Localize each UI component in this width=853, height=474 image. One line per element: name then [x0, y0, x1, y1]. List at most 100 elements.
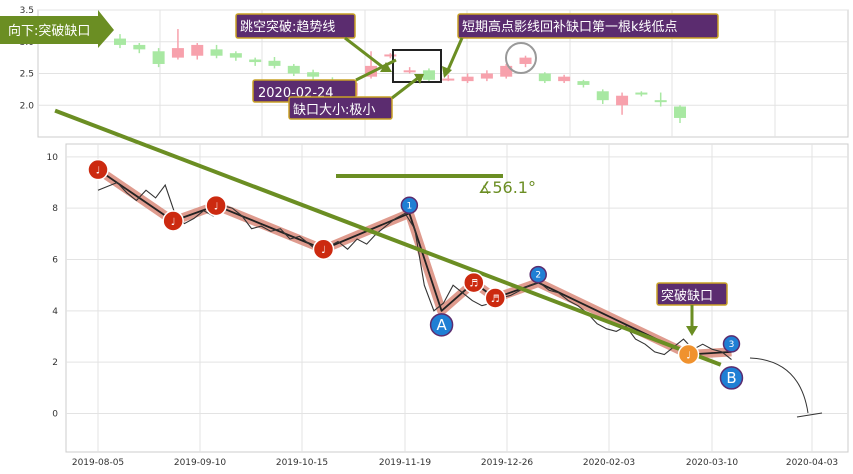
candle-body	[384, 54, 397, 57]
note-symbol: ♩	[171, 217, 176, 228]
candle-body	[287, 65, 300, 74]
bottom-x-tick: 2019-09-10	[174, 458, 227, 468]
bottom-x-tick: 2019-10-15	[276, 458, 328, 468]
bottom-y-tick: 0	[52, 410, 58, 420]
short-high-pointer	[446, 37, 464, 71]
short-high-text: 短期高点影线回补缺口第一根k线低点	[462, 19, 678, 35]
jump-break-arrowhead	[380, 62, 392, 72]
bottom-x-tick: 2020-02-03	[583, 458, 635, 468]
wave-core	[97, 168, 732, 356]
gap-size-arrowhead	[414, 74, 424, 84]
bottom-y-tick: 8	[52, 204, 58, 214]
wave-marker	[722, 335, 741, 353]
projection-arc	[749, 357, 809, 414]
break-gap-text: 突破缺口	[661, 288, 713, 304]
note-symbol: ♬	[491, 294, 500, 305]
short-high-arrowhead	[442, 66, 452, 78]
wave-marker	[719, 366, 744, 390]
note-symbol: ♩	[321, 245, 326, 256]
projection-end	[796, 412, 823, 418]
gap-direction-text: 向下:突破缺口	[8, 23, 90, 39]
candle-body	[577, 81, 590, 85]
candle-body	[480, 73, 493, 79]
bottom-x-tick: 2019-12-26	[481, 458, 534, 468]
jump-break-pointer	[344, 36, 385, 70]
candle-body	[461, 76, 474, 82]
wave-markers: ♩ ♩ ♩ ♩ ♬ ♬ ♩ 1 2 3 A B	[87, 158, 744, 390]
bottom-y-axis: 10 8 6 4 2 0	[47, 153, 59, 420]
break-gap-callout: 突破缺口	[656, 282, 728, 306]
candle-body	[133, 44, 146, 50]
bottom-x-tick: 2020-03-10	[686, 458, 739, 468]
note-symbol: ♩	[214, 202, 219, 213]
candle-body	[538, 73, 551, 82]
bottom-y-tick: 6	[52, 256, 58, 266]
jump-break-callout: 跳空突破:趋势线	[235, 13, 356, 39]
wave-label: 1	[407, 201, 413, 211]
candle-body	[654, 100, 667, 103]
bottom-y-tick: 10	[47, 153, 59, 163]
wave-marker	[400, 196, 419, 215]
gap-circle	[505, 42, 537, 74]
note-symbol: ♬	[469, 279, 478, 290]
candle-body	[616, 95, 629, 106]
bottom-x-tick: 2019-08-05	[72, 458, 124, 468]
candle-body	[229, 53, 242, 58]
candle-body	[307, 72, 320, 77]
top-y-tick: 2.0	[20, 101, 35, 111]
note-marker	[677, 343, 700, 366]
gap-date-pointer	[355, 58, 397, 82]
candle-body	[422, 70, 435, 80]
candle-body	[442, 78, 455, 81]
candle-body	[596, 91, 609, 101]
candle-body	[171, 48, 184, 58]
gap-size-callout: 缺口大小:极小	[288, 96, 393, 120]
bottom-x-axis: 2019-08-05 2019-09-10 2019-10-15 2019-11-19…	[72, 458, 838, 468]
candle-body	[403, 70, 416, 73]
candle-body	[674, 106, 686, 118]
short-high-callout: 短期高点影线回补缺口第一根k线低点	[457, 13, 719, 39]
wave-label: A	[436, 316, 447, 334]
gap-direction-callout: 向下:突破缺口	[0, 10, 114, 48]
candle-body	[210, 49, 223, 56]
angle-label: ∡56.1°	[478, 178, 536, 197]
note-marker	[205, 194, 227, 217]
candle-body	[114, 38, 126, 45]
wave-marker	[529, 265, 547, 284]
candle-body	[191, 44, 204, 56]
note-symbol: ♩	[96, 166, 101, 177]
note-marker	[312, 238, 335, 260]
bottom-x-tick: 2019-11-19	[379, 458, 432, 468]
candle-body	[558, 76, 571, 82]
candle-body	[500, 65, 513, 77]
gap-box	[392, 49, 442, 83]
top-y-tick: 3.5	[20, 6, 34, 16]
gap-size-pointer	[391, 76, 419, 100]
price-line	[97, 181, 732, 361]
note-marker	[484, 287, 507, 309]
candle-body	[268, 60, 281, 66]
gap-size-text: 缺口大小:极小	[293, 103, 375, 118]
note-marker	[87, 158, 109, 181]
break-gap-arrowhead	[686, 326, 698, 336]
price-series	[97, 181, 732, 361]
bottom-y-tick: 2	[52, 358, 58, 368]
wave-label: 3	[729, 340, 735, 350]
candle-body	[249, 59, 262, 63]
bottom-y-tick: 4	[52, 307, 58, 317]
bottom-x-tick: 2020-04-03	[786, 458, 838, 468]
note-marker	[463, 271, 485, 294]
trendline-segment	[54, 108, 722, 367]
top-y-tick: 2.5	[20, 70, 34, 80]
wave-line	[95, 165, 732, 359]
jump-break-text: 跳空突破:趋势线	[240, 19, 335, 35]
candle-body	[519, 57, 532, 64]
wave-marker	[429, 313, 454, 337]
wave-label: 2	[535, 271, 541, 281]
note-symbol: ♩	[686, 350, 691, 361]
trendline	[54, 108, 722, 367]
note-marker	[162, 210, 184, 232]
candle-body	[152, 51, 165, 64]
candle-body	[635, 92, 648, 95]
